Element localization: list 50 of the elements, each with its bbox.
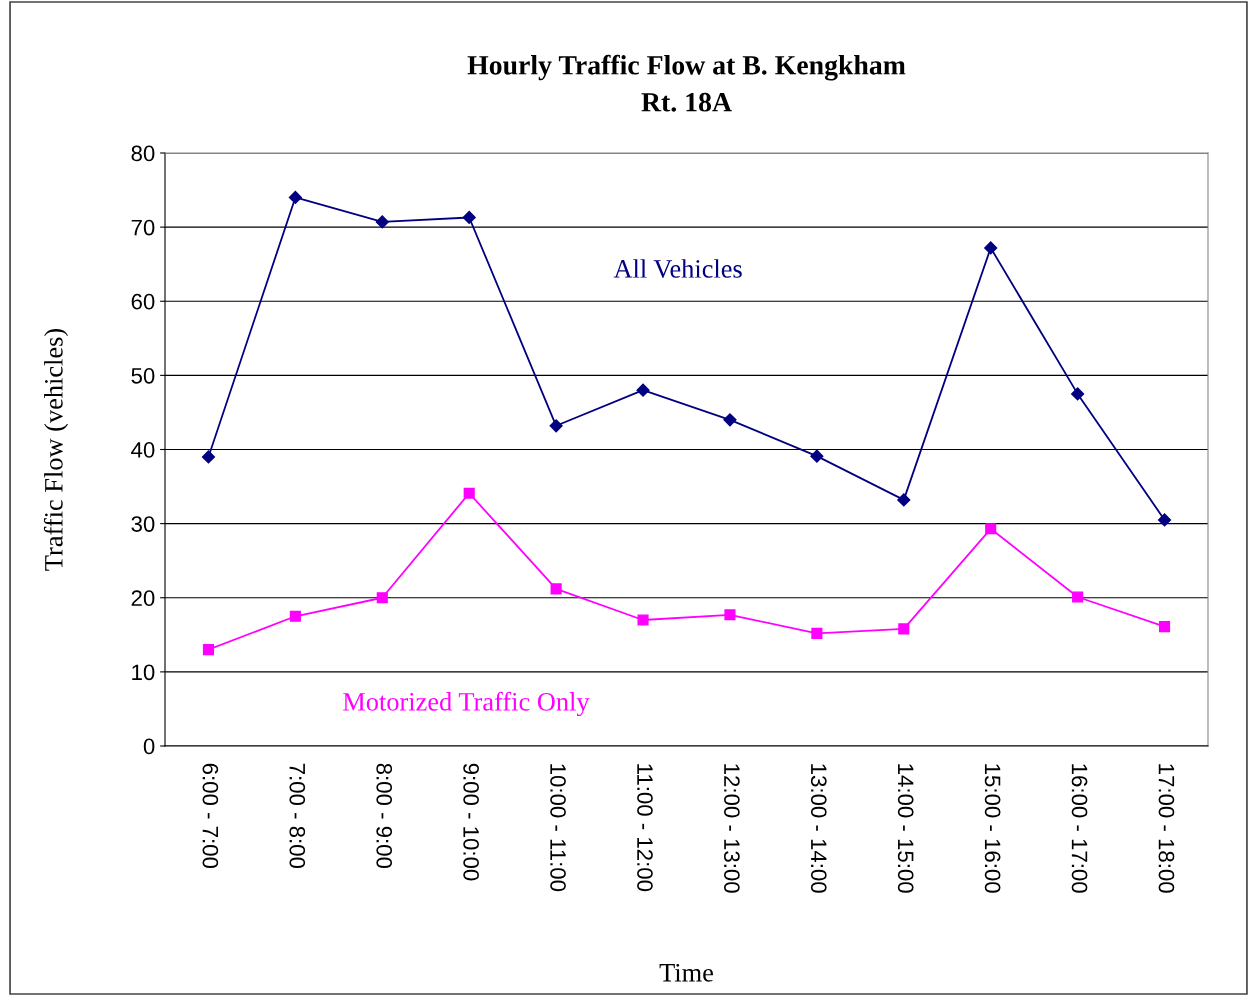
point [1071,387,1085,401]
x-tick-label: 17:00 - 18:00 [1158,764,1175,893]
point [202,644,215,656]
y-tick-label: 20 [131,590,155,607]
y-tick-label: 0 [143,738,155,755]
chart-title: Hourly Traffic Flow at B. Kengkham Rt. 18A [467,54,906,112]
x-tick-label: 16:00 - 17:00 [1071,764,1088,893]
point [898,623,910,635]
x-tick-label: 10:00 - 11:00 [550,764,566,892]
y-tick-label: 30 [131,516,155,532]
point [724,609,736,621]
text: All Vehicles [613,259,742,278]
y-tick-label: 40 [131,442,155,458]
point [289,610,301,622]
point [376,592,388,604]
point [985,523,997,535]
point [549,419,563,433]
y-tick-label: 80 [131,145,155,162]
point [463,487,475,499]
point [636,383,650,397]
x-tick-label: 14:00 - 15:00 [897,764,914,893]
x-tick-label: 7:00 - 8:00 [289,763,306,869]
point [288,190,302,205]
point [637,614,649,626]
y-tick-label: 10 [132,664,155,681]
x-tick-label: 15:00 - 16:00 [984,764,1001,893]
point [810,449,824,463]
y-tick-label: 70 [131,219,155,236]
x-tick-label: 8:00 - 9:00 [376,763,393,869]
x-tick-label: 12:00 - 13:00 [723,764,740,893]
text: Motorized Traffic Only [343,691,590,717]
point [550,583,562,595]
point [1157,513,1172,527]
point [462,210,476,225]
y-tick-label: 50 [131,367,155,384]
x-tick-label: 13:00 - 14:00 [810,764,827,893]
point [897,493,911,507]
point [201,450,216,464]
point [375,215,389,229]
x-axis-title: Time [659,963,713,982]
point [1072,591,1084,603]
x-tick-label: 9:00 - 10:00 [463,763,479,881]
point [811,627,823,639]
point [723,413,737,427]
y-tick-label: 60 [131,293,155,310]
y-axis-title: Traffic Flow (vehicles) [43,328,69,571]
point [984,241,998,255]
x-tick-label: 6:00 - 7:00 [202,763,219,869]
x-tick-label: 11:00 - 12:00 [637,764,653,892]
point [1158,621,1171,633]
